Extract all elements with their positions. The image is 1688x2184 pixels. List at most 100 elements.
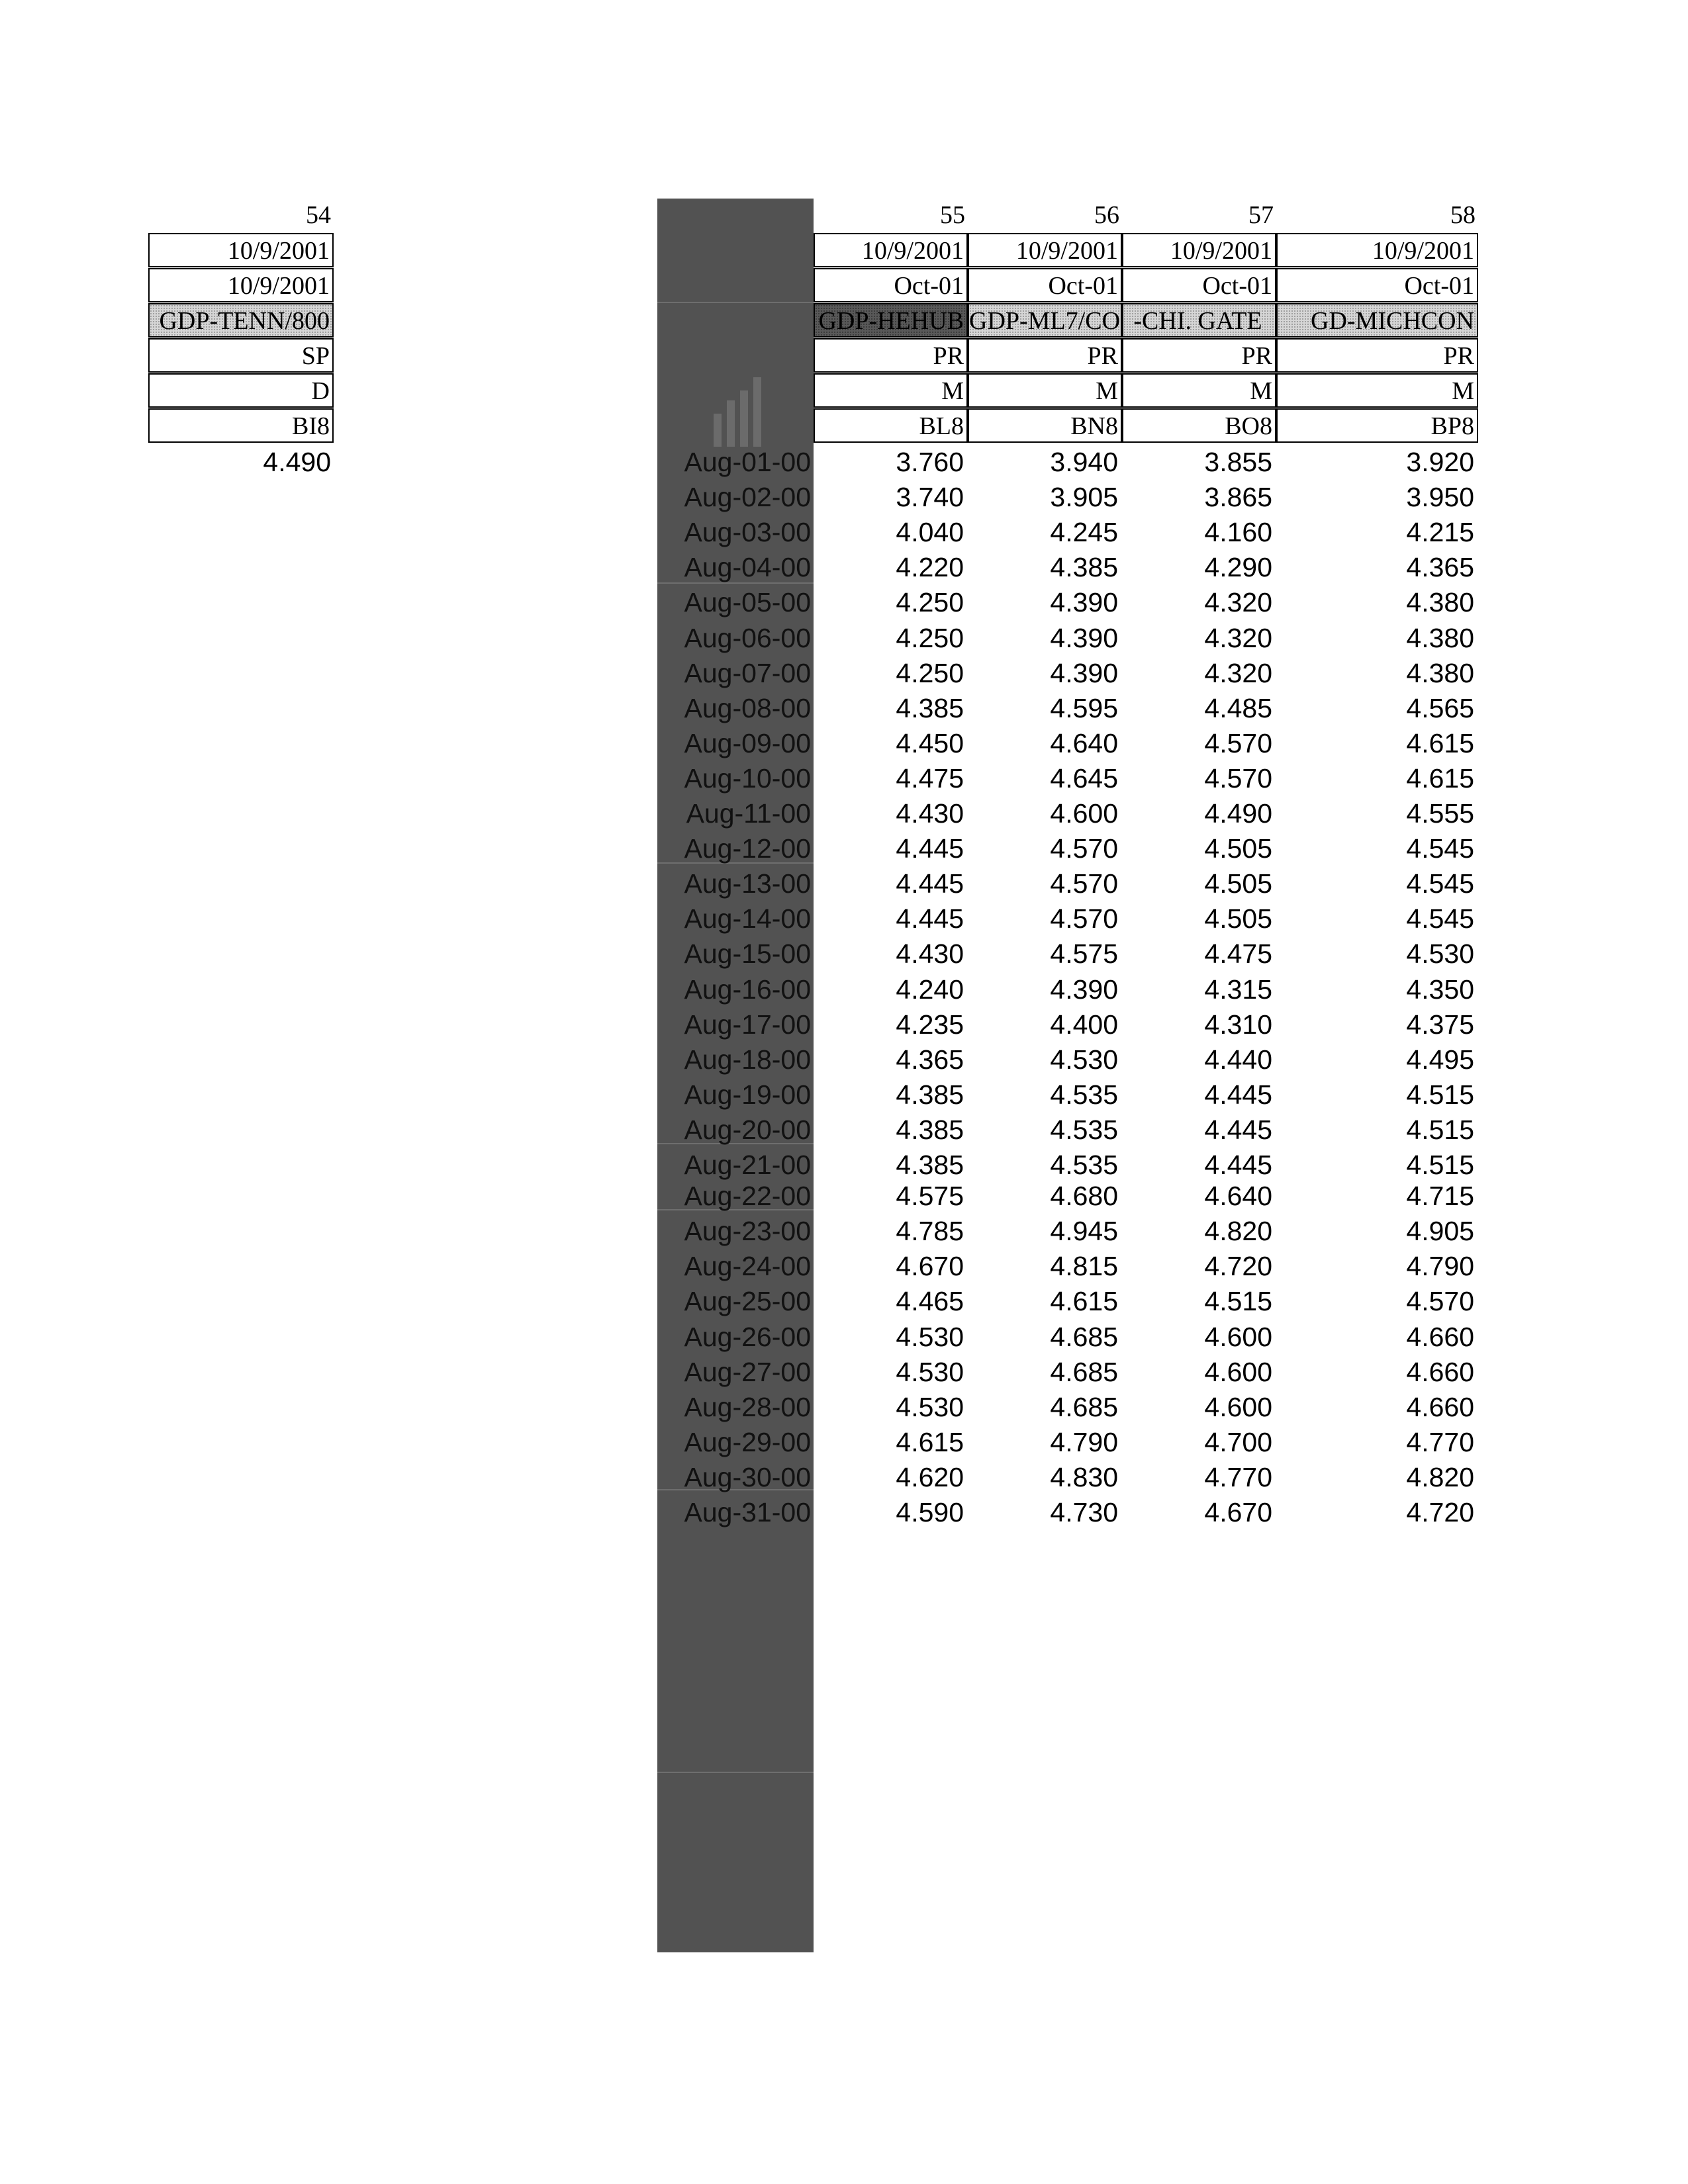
- header-cell-col58: BP8: [1276, 408, 1478, 443]
- row-value: 4.570: [1406, 1286, 1474, 1317]
- row-value: 4.375: [1406, 1009, 1474, 1040]
- row-value: 4.490: [1204, 798, 1272, 829]
- row-value: 4.530: [1050, 1044, 1118, 1075]
- header-month-col55: Oct-01: [814, 268, 968, 302]
- row-value: 4.770: [1204, 1461, 1272, 1492]
- row-value: 4.820: [1204, 1216, 1272, 1247]
- row-value: 4.570: [1204, 727, 1272, 758]
- row-value: 4.670: [896, 1251, 964, 1282]
- row-date: Aug-03-00: [684, 517, 811, 548]
- row-value: 4.570: [1204, 762, 1272, 794]
- row-value: 4.245: [1050, 517, 1118, 548]
- row-date: Aug-22-00: [684, 1181, 811, 1212]
- left-cell-ref: BI8: [148, 408, 334, 443]
- row-date: Aug-09-00: [684, 727, 811, 758]
- row-value: 4.400: [1050, 1009, 1118, 1040]
- row-value: 3.855: [1204, 447, 1272, 477]
- row-value: 4.600: [1204, 1356, 1272, 1387]
- header-number-col57: 57: [1248, 201, 1274, 229]
- header-name-col57: -CHI. GATE: [1122, 303, 1276, 338]
- row-value: 4.680: [1050, 1181, 1118, 1212]
- row-date: Aug-08-00: [684, 692, 811, 723]
- row-value: 4.505: [1204, 833, 1272, 864]
- row-value: 4.445: [1204, 1114, 1272, 1145]
- row-date: Aug-02-00: [684, 482, 811, 513]
- row-value: 4.530: [1406, 938, 1474, 970]
- row-date: Aug-29-00: [684, 1426, 811, 1457]
- row-value: 4.545: [1406, 833, 1474, 864]
- row-value: 3.905: [1050, 482, 1118, 513]
- row-date: Aug-23-00: [684, 1216, 811, 1247]
- row-value: 4.785: [896, 1216, 964, 1247]
- row-value: 4.430: [896, 798, 964, 829]
- row-value: 4.430: [896, 938, 964, 970]
- row-value: 4.320: [1204, 657, 1272, 688]
- row-value: 4.615: [1406, 727, 1474, 758]
- row-value: 4.310: [1204, 1009, 1272, 1040]
- row-date: Aug-01-00: [684, 447, 811, 477]
- row-date: Aug-27-00: [684, 1356, 811, 1387]
- row-value: 4.685: [1050, 1321, 1118, 1352]
- row-value: 4.385: [896, 1150, 964, 1180]
- header-code2-col56: M: [968, 373, 1122, 408]
- header-code1-col58: PR: [1276, 338, 1478, 373]
- row-value: 4.445: [1204, 1079, 1272, 1110]
- left-date-2: 10/9/2001: [148, 268, 334, 302]
- row-value: 4.320: [1204, 622, 1272, 653]
- chart-icon: [714, 377, 761, 447]
- column-number-54: 54: [306, 201, 331, 229]
- row-value: 4.320: [1204, 587, 1272, 618]
- row-value: 4.530: [896, 1321, 964, 1352]
- row-value: 4.820: [1406, 1461, 1474, 1492]
- row-date: Aug-12-00: [684, 833, 811, 864]
- row-value: 4.615: [1050, 1286, 1118, 1317]
- row-value: 4.365: [896, 1044, 964, 1075]
- row-value: 4.565: [1406, 692, 1474, 723]
- row-value: 4.790: [1050, 1426, 1118, 1457]
- divider: [657, 1772, 814, 1773]
- header-cell-col57: BO8: [1122, 408, 1276, 443]
- row-value: 4.240: [896, 974, 964, 1005]
- header-date-col55: 10/9/2001: [814, 233, 968, 267]
- row-value: 4.535: [1050, 1114, 1118, 1145]
- row-date: Aug-31-00: [684, 1497, 811, 1527]
- row-value: 4.555: [1406, 798, 1474, 829]
- row-value: 4.720: [1406, 1497, 1474, 1527]
- row-value: 4.440: [1204, 1044, 1272, 1075]
- row-value: 3.760: [896, 447, 964, 477]
- row-value: 4.535: [1050, 1150, 1118, 1180]
- row-date: Aug-20-00: [684, 1114, 811, 1145]
- row-value: 4.385: [896, 692, 964, 723]
- row-date: Aug-04-00: [684, 552, 811, 583]
- date-column-background: [657, 199, 814, 1952]
- row-date: Aug-26-00: [684, 1321, 811, 1352]
- row-value: 4.515: [1204, 1286, 1272, 1317]
- row-date: Aug-21-00: [684, 1150, 811, 1180]
- header-code2-col58: M: [1276, 373, 1478, 408]
- left-name: GDP-TENN/800: [148, 303, 334, 338]
- row-value: 4.250: [896, 657, 964, 688]
- row-value: 4.535: [1050, 1079, 1118, 1110]
- row-date: Aug-30-00: [684, 1461, 811, 1492]
- left-code-2: D: [148, 373, 334, 408]
- row-date: Aug-19-00: [684, 1079, 811, 1110]
- row-value: 4.365: [1406, 552, 1474, 583]
- row-value: 4.945: [1050, 1216, 1118, 1247]
- row-value: 4.600: [1204, 1321, 1272, 1352]
- row-value: 4.475: [1204, 938, 1272, 970]
- row-value: 4.380: [1406, 587, 1474, 618]
- row-value: 4.570: [1050, 833, 1118, 864]
- row-value: 4.350: [1406, 974, 1474, 1005]
- row-value: 4.475: [896, 762, 964, 794]
- left-code-1: SP: [148, 338, 334, 373]
- header-name-col58: GD-MICHCON: [1276, 303, 1478, 338]
- row-value: 4.595: [1050, 692, 1118, 723]
- row-date: Aug-10-00: [684, 762, 811, 794]
- row-value: 4.790: [1406, 1251, 1474, 1282]
- row-date: Aug-05-00: [684, 587, 811, 618]
- row-value: 4.515: [1406, 1150, 1474, 1180]
- header-cell-col56: BN8: [968, 408, 1122, 443]
- header-date-col56: 10/9/2001: [968, 233, 1122, 267]
- row-value: 4.615: [896, 1426, 964, 1457]
- row-value: 4.450: [896, 727, 964, 758]
